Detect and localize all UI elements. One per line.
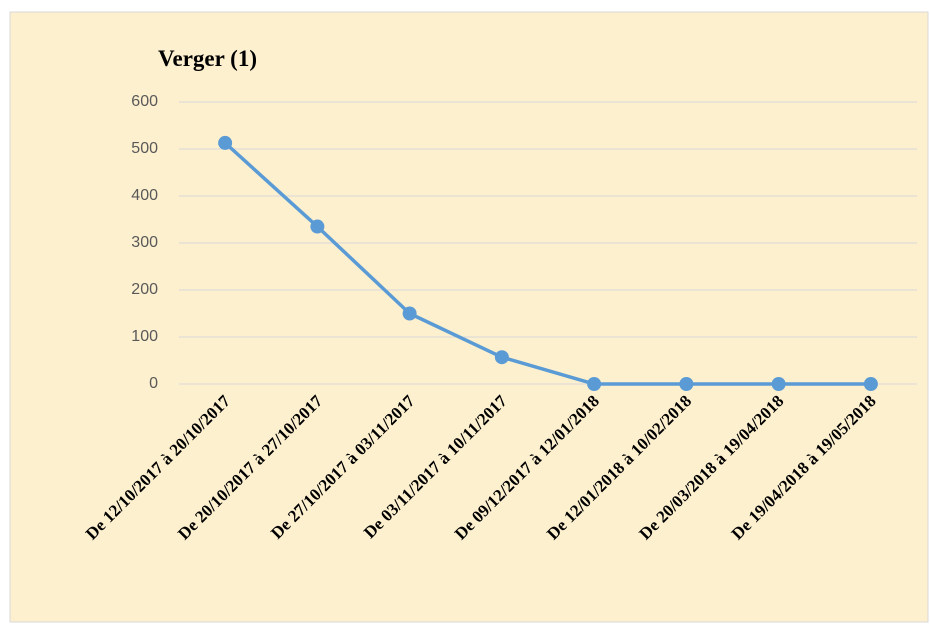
marker	[679, 377, 694, 391]
line	[223, 141, 871, 386]
y-tick-label: 200	[131, 281, 158, 298]
marker	[494, 350, 509, 365]
y-tick-label: 300	[131, 234, 158, 251]
y-tick-label: 600	[131, 93, 158, 110]
marker	[587, 377, 602, 391]
marker	[402, 306, 417, 321]
marker	[863, 377, 878, 391]
y-tick-label: 500	[131, 140, 158, 157]
marker	[218, 135, 233, 150]
chart-background	[9, 11, 929, 623]
chart-title: Verger (1)	[158, 46, 257, 71]
y-tick-label: 100	[131, 328, 158, 345]
y-tick-label: 0	[149, 375, 158, 392]
y-tick-label: 400	[131, 187, 158, 204]
marker	[771, 377, 786, 391]
marker	[310, 219, 325, 234]
